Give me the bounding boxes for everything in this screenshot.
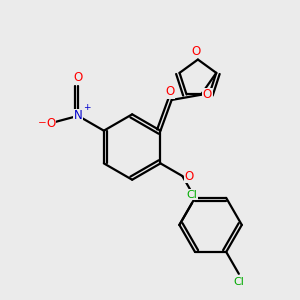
Text: O: O <box>166 85 175 98</box>
Text: O: O <box>184 169 194 182</box>
Text: Cl: Cl <box>233 277 244 287</box>
Text: Cl: Cl <box>187 190 197 200</box>
Text: −: − <box>38 118 46 128</box>
Text: O: O <box>74 71 83 84</box>
Text: O: O <box>46 117 56 130</box>
Text: N: N <box>74 109 82 122</box>
Text: O: O <box>203 88 212 101</box>
Text: O: O <box>192 45 201 58</box>
Text: +: + <box>83 103 90 112</box>
